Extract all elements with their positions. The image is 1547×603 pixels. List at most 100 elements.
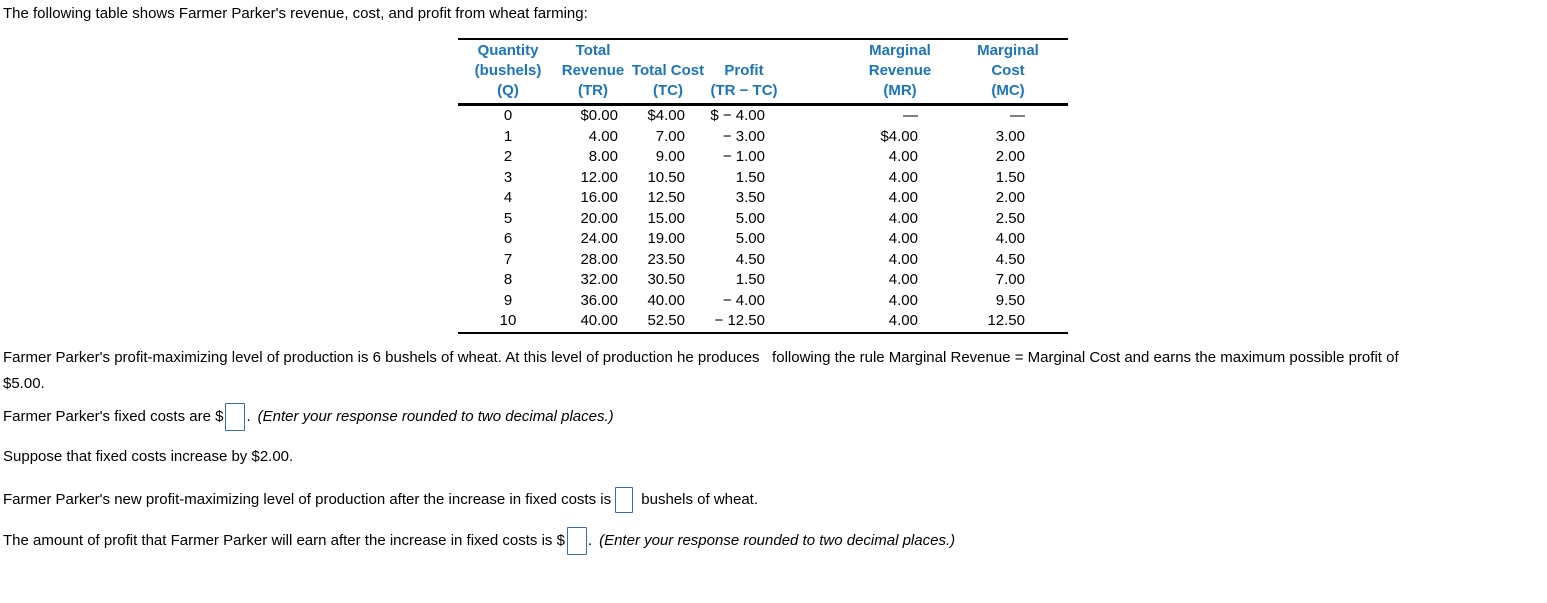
table-cell: 30.50	[647, 271, 685, 288]
table-cell: 4.00	[995, 230, 1025, 247]
table-cell: 2.50	[995, 209, 1025, 227]
header-marginal-cost: Marginal Cost (MC)	[955, 39, 1068, 106]
table-cell: 52.50	[647, 312, 685, 329]
table-cell: 36.00	[580, 291, 618, 309]
table-cell: 4.50	[735, 250, 765, 268]
new-profit-question-period: .	[587, 532, 593, 549]
table-cell: 5	[503, 209, 513, 227]
table-cell: 4.00	[888, 230, 918, 247]
header-quantity: Quantity (bushels) (Q)	[458, 39, 558, 106]
table-cell: 8	[503, 271, 513, 288]
table-row: 5 20.00 15.00 5.00 4.00 2.50	[458, 209, 1068, 230]
new-level-question-text: Farmer Parker's new profit-maximizing le…	[3, 491, 612, 508]
table-cell: − 4.00	[722, 291, 765, 309]
table-row: 0 $0.00 $4.00 $ − 4.00 — —	[458, 105, 1068, 127]
table-cell: 2.00	[995, 189, 1025, 206]
table-cell: 7	[503, 250, 513, 268]
header-profit: Profit (TR − TC)	[708, 39, 790, 106]
table-cell: 4.00	[888, 312, 918, 329]
header-marginal-revenue: Marginal Revenue (MR)	[790, 39, 955, 106]
fixed-costs-question-period: .	[246, 408, 251, 425]
table-cell: 9.00	[655, 148, 685, 165]
table-cell: 10.50	[647, 168, 685, 186]
fixed-costs-hint: (Enter your response rounded to two deci…	[257, 408, 614, 425]
table-cell: $4.00	[880, 127, 918, 145]
new-level-question-suffix: bushels of wheat.	[637, 491, 759, 508]
table-cell: 7.00	[655, 127, 685, 145]
table-cell: 5.00	[735, 230, 765, 247]
table-cell: —	[903, 107, 918, 124]
table-cell: 4.00	[888, 148, 918, 165]
new-profit-question: The amount of profit that Farmer Parker …	[3, 526, 955, 556]
table-cell: 1.50	[735, 271, 765, 288]
fixed-costs-question-text: Farmer Parker's fixed costs are $	[3, 408, 224, 425]
table-cell: 32.00	[580, 271, 618, 288]
table-cell: 4.00	[888, 168, 918, 186]
table-cell: 24.00	[580, 230, 618, 247]
table-cell: 4.00	[588, 127, 618, 145]
table-cell: 16.00	[580, 189, 618, 206]
table-cell: 9	[503, 291, 513, 309]
table-cell: $4.00	[647, 107, 685, 124]
table-header-row: Quantity (bushels) (Q) Total Revenue (TR…	[458, 39, 1068, 106]
table-cell: 28.00	[580, 250, 618, 268]
table-cell: − 12.50	[714, 312, 765, 329]
table-row: 4 16.00 12.50 3.50 4.00 2.00	[458, 188, 1068, 209]
new-level-input[interactable]	[615, 487, 634, 514]
statement-text: Farmer Parker's profit-maximizing level …	[3, 349, 1399, 392]
revenue-cost-profit-table: Quantity (bushels) (Q) Total Revenue (TR…	[458, 38, 1068, 334]
table-cell: 7.00	[995, 271, 1025, 288]
table-cell: 1	[503, 127, 513, 145]
table-row: 10 40.00 52.50 − 12.50 4.00 12.50	[458, 311, 1068, 333]
table-cell: 15.00	[647, 209, 685, 227]
table-cell: 40.00	[580, 312, 618, 329]
table-cell: 3.00	[995, 127, 1025, 145]
table-cell: 6	[503, 230, 513, 247]
table-cell: 20.00	[580, 209, 618, 227]
fixed-costs-input[interactable]	[225, 403, 246, 432]
table-cell: 2.00	[995, 148, 1025, 165]
header-total-revenue: Total Revenue (TR)	[558, 39, 628, 106]
table-cell: 4.50	[995, 250, 1025, 268]
table-cell: − 1.00	[722, 148, 765, 165]
table-cell: 19.00	[647, 230, 685, 247]
table-cell: 12.50	[647, 189, 685, 206]
table-cell: 3	[503, 168, 513, 186]
intro-text: The following table shows Farmer Parker'…	[3, 5, 588, 22]
table-cell: 1.50	[735, 168, 765, 186]
table-cell: 8.00	[588, 148, 618, 165]
table-cell: 9.50	[995, 291, 1025, 309]
table-cell: —	[1010, 107, 1025, 124]
table-cell: 2	[503, 148, 513, 165]
table-cell: 4.00	[888, 271, 918, 288]
table-row: 2 8.00 9.00 − 1.00 4.00 2.00	[458, 147, 1068, 168]
table-row: 7 28.00 23.50 4.50 4.00 4.50	[458, 250, 1068, 271]
table-cell: 10	[499, 312, 517, 329]
table-cell: 4.00	[888, 291, 918, 309]
table-cell: 40.00	[647, 291, 685, 309]
header-total-cost: Total Cost (TC)	[628, 39, 708, 106]
table-cell: 0	[503, 107, 513, 124]
table-cell: 12.50	[987, 312, 1025, 329]
table-cell: − 3.00	[722, 127, 765, 145]
table-cell: $ − 4.00	[710, 107, 765, 124]
table-cell: 4.00	[888, 250, 918, 268]
table-cell: 23.50	[647, 250, 685, 268]
table-row: 8 32.00 30.50 1.50 4.00 7.00	[458, 270, 1068, 291]
table-cell: 4.00	[888, 209, 918, 227]
table-cell: 12.00	[580, 168, 618, 186]
table-row: 1 4.00 7.00 − 3.00 $4.00 3.00	[458, 127, 1068, 148]
table-cell: 1.50	[995, 168, 1025, 186]
table-row: 9 36.00 40.00 − 4.00 4.00 9.50	[458, 291, 1068, 312]
table-row: 3 12.00 10.50 1.50 4.00 1.50	[458, 168, 1068, 189]
table-cell: $0.00	[580, 107, 618, 124]
new-profit-hint: (Enter your response rounded to two deci…	[599, 532, 956, 549]
new-level-question: Farmer Parker's new profit-maximizing le…	[3, 485, 758, 515]
fixed-costs-question: Farmer Parker's fixed costs are $. (Enter…	[3, 402, 614, 432]
new-profit-input[interactable]	[566, 527, 587, 556]
suppose-text: Suppose that fixed costs increase by $2.…	[3, 448, 294, 465]
new-profit-question-text: The amount of profit that Farmer Parker …	[3, 532, 565, 549]
table-row: 6 24.00 19.00 5.00 4.00 4.00	[458, 229, 1068, 250]
table-cell: 5.00	[735, 209, 765, 227]
table-cell: 4	[503, 189, 513, 206]
